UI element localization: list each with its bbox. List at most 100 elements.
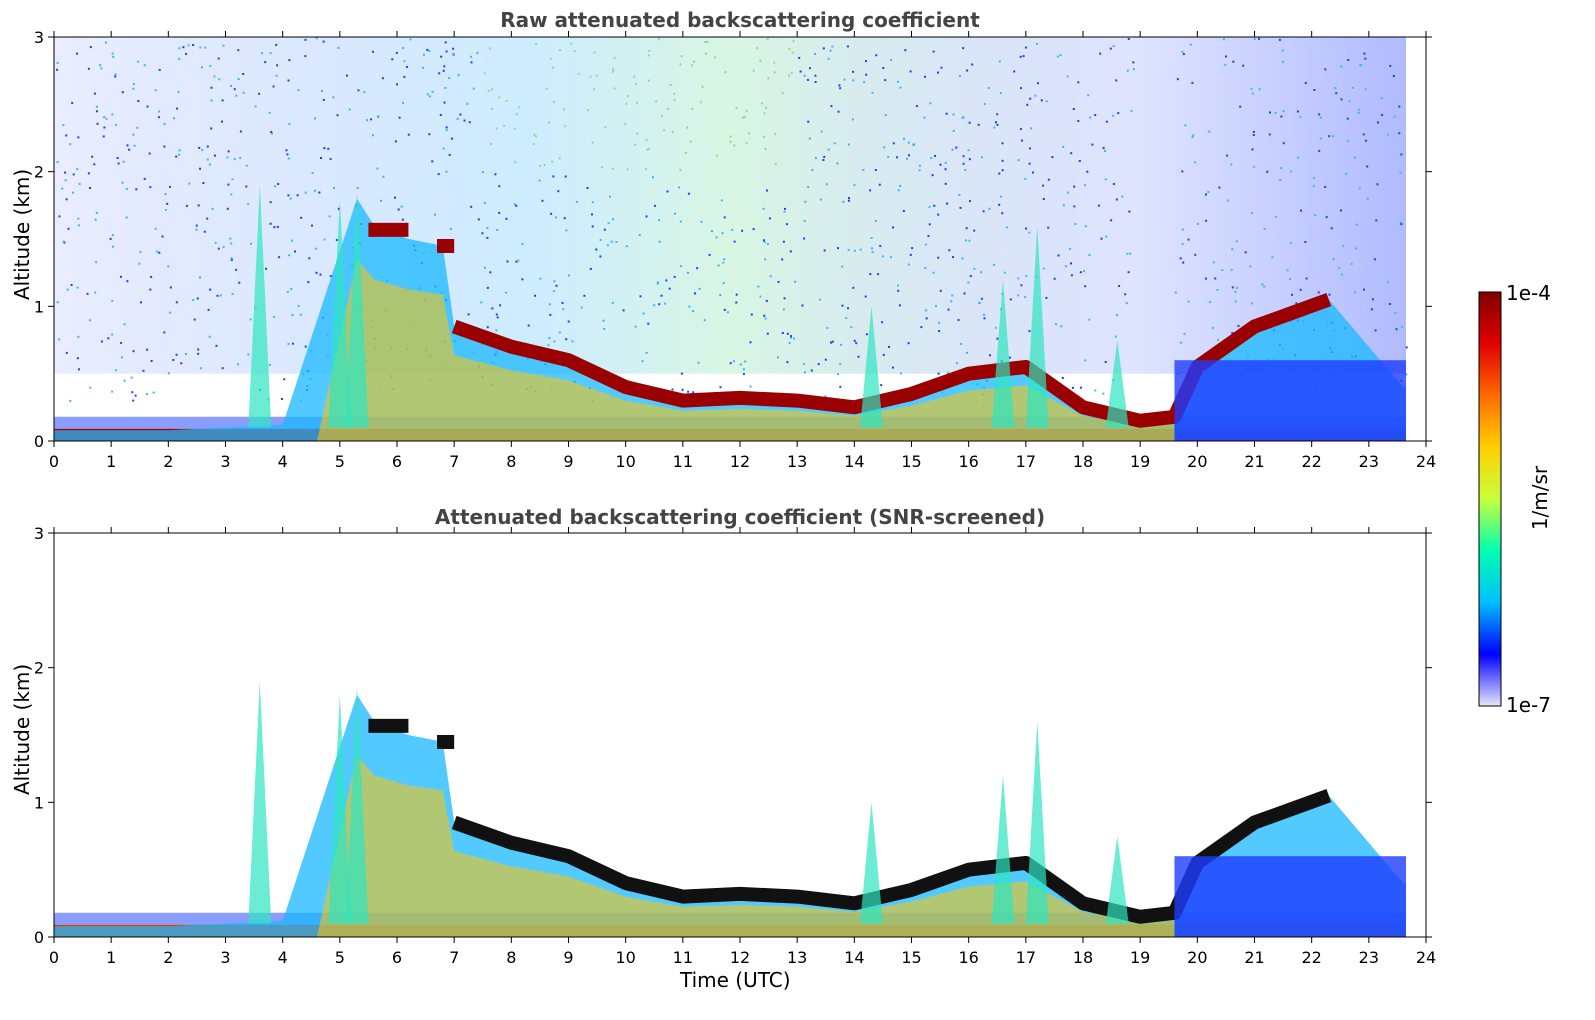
noise-pixel <box>269 201 272 204</box>
noise-pixel <box>158 110 161 113</box>
noise-pixel <box>226 207 229 210</box>
noise-pixel <box>149 288 152 291</box>
noise-pixel <box>653 304 656 307</box>
noise-pixel <box>214 241 217 244</box>
y-tick-label: 3 <box>34 28 44 47</box>
noise-pixel <box>773 61 776 64</box>
noise-pixel <box>783 297 786 300</box>
noise-pixel <box>612 218 615 221</box>
noise-pixel <box>1184 124 1187 127</box>
noise-pixel <box>902 210 905 212</box>
x-tick-label: 23 <box>1359 452 1379 471</box>
x-tick-label: 6 <box>392 452 402 471</box>
noise-pixel <box>818 298 821 301</box>
noise-pixel <box>1182 53 1185 56</box>
noise-pixel <box>467 313 470 316</box>
noise-pixel <box>201 148 204 151</box>
noise-pixel <box>452 53 455 55</box>
noise-pixel <box>609 195 611 198</box>
x-tick-label: 20 <box>1187 948 1207 967</box>
noise-pixel <box>1194 253 1197 256</box>
noise-pixel <box>762 239 765 242</box>
noise-pixel <box>927 234 930 237</box>
noise-pixel <box>766 332 769 335</box>
noise-pixel <box>1278 38 1281 41</box>
convective-plume <box>1025 721 1049 924</box>
noise-pixel <box>227 183 230 186</box>
noise-pixel <box>100 67 103 70</box>
noise-pixel <box>859 248 862 251</box>
noise-pixel <box>982 210 985 213</box>
noise-pixel <box>70 284 73 286</box>
noise-pixel <box>318 191 321 194</box>
noise-pixel <box>896 156 899 159</box>
noise-pixel <box>114 75 117 78</box>
noise-pixel <box>955 146 958 149</box>
noise-pixel <box>498 96 501 99</box>
noise-pixel <box>1042 198 1045 200</box>
noise-pixel <box>488 47 491 50</box>
noise-pixel <box>766 38 769 40</box>
noise-pixel <box>1112 114 1115 117</box>
noise-pixel <box>1286 269 1289 272</box>
noise-pixel <box>175 301 178 304</box>
noise-pixel <box>1291 293 1293 296</box>
noise-pixel <box>1319 116 1322 119</box>
noise-pixel <box>328 215 331 218</box>
noise-pixel <box>932 271 935 274</box>
noise-pixel <box>645 351 648 354</box>
noise-pixel <box>839 362 842 365</box>
noise-pixel <box>733 240 736 243</box>
noise-pixel <box>65 134 68 137</box>
noise-pixel <box>242 91 245 94</box>
noise-pixel <box>1251 148 1254 151</box>
noise-pixel <box>862 168 865 171</box>
noise-pixel <box>555 216 557 219</box>
noise-pixel <box>656 282 659 285</box>
noise-pixel <box>448 77 451 80</box>
noise-pixel <box>968 239 971 242</box>
noise-pixel <box>442 147 445 150</box>
noise-pixel <box>291 342 294 345</box>
noise-pixel <box>766 189 768 192</box>
noise-pixel <box>870 237 873 239</box>
noise-pixel <box>808 137 811 140</box>
noise-pixel <box>122 160 125 163</box>
noise-pixel <box>77 224 80 227</box>
noise-pixel <box>398 116 401 119</box>
aerosol-core <box>316 259 1175 441</box>
noise-pixel <box>111 234 114 236</box>
noise-pixel <box>636 132 639 135</box>
noise-pixel <box>1061 377 1064 379</box>
noise-pixel <box>1212 261 1215 264</box>
noise-pixel <box>1025 227 1028 230</box>
noise-pixel <box>178 149 181 152</box>
noise-pixel <box>265 267 268 270</box>
noise-pixel <box>1042 267 1045 270</box>
noise-pixel <box>624 122 627 125</box>
noise-pixel <box>200 367 202 370</box>
noise-pixel <box>210 127 213 130</box>
noise-pixel <box>539 165 542 167</box>
noise-pixel <box>781 92 784 95</box>
noise-pixel <box>286 153 289 156</box>
noise-pixel <box>965 227 968 230</box>
noise-pixel <box>1017 294 1020 297</box>
noise-pixel <box>111 390 114 393</box>
x-tick-label: 4 <box>278 452 288 471</box>
noise-pixel <box>865 333 868 336</box>
noise-pixel <box>202 182 205 184</box>
noise-pixel <box>323 147 326 150</box>
noise-pixel <box>1401 326 1404 329</box>
noise-pixel <box>713 56 716 59</box>
noise-pixel <box>1225 55 1227 58</box>
noise-pixel <box>480 301 483 304</box>
residual-layer <box>1174 360 1406 441</box>
noise-pixel <box>950 300 953 303</box>
noise-pixel <box>142 369 145 372</box>
noise-pixel <box>1312 177 1315 179</box>
noise-pixel <box>505 217 508 220</box>
noise-pixel <box>235 94 238 97</box>
noise-pixel <box>120 275 122 278</box>
noise-pixel <box>691 107 694 110</box>
